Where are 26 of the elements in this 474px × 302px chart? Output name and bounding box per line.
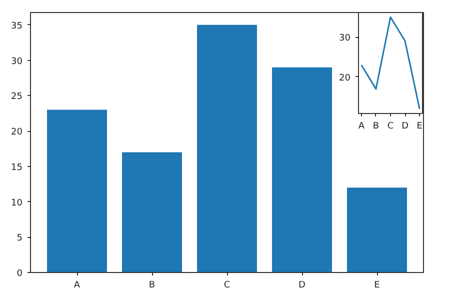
y-tick-label: 15 (11, 162, 22, 173)
line-series (360, 16, 420, 110)
x-tick-label: E (416, 122, 423, 132)
bar (197, 24, 257, 272)
bar (47, 110, 107, 272)
y-tick-label: 20 (339, 73, 351, 84)
bar (347, 188, 407, 272)
y-tick-label: 0 (16, 269, 23, 279)
y-tick-label: 25 (11, 92, 22, 102)
x-tick-label: B (372, 122, 380, 132)
y-tick-label: 5 (16, 234, 23, 244)
y-tick-label: 10 (11, 198, 23, 208)
y-tick-label: 20 (11, 128, 23, 138)
x-tick-label: C (224, 280, 230, 290)
x-tick-label: A (358, 122, 366, 132)
y-tick-label: 30 (11, 56, 23, 67)
x-tick-label: B (148, 280, 156, 290)
x-tick-label: A (74, 280, 81, 290)
x-tick-label: D (402, 122, 409, 132)
x-tick-label: E (374, 280, 380, 290)
bar (272, 67, 332, 272)
y-tick-label: 35 (11, 21, 22, 32)
x-tick-label: D (298, 280, 306, 290)
y-tick-label: 30 (339, 34, 351, 44)
x-tick-label: C (387, 122, 394, 132)
bar (122, 152, 182, 272)
